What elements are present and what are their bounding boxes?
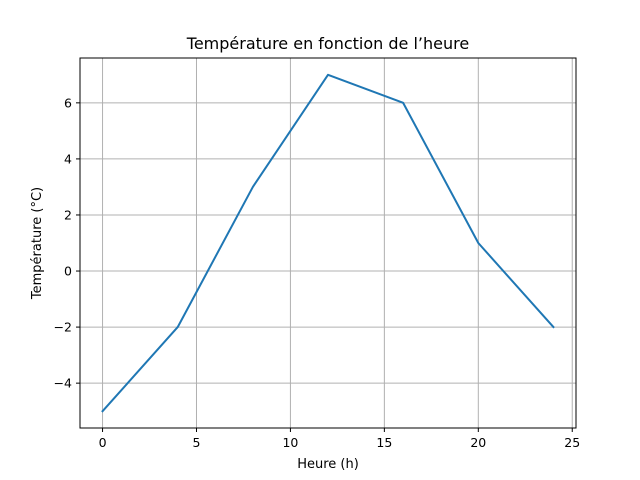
- y-axis-label: Température (°C): [30, 187, 45, 300]
- series-line-0: [101, 73, 555, 413]
- x-tick-label: 10: [282, 435, 298, 450]
- x-tick-label: 20: [470, 435, 486, 450]
- y-tick-label: −2: [54, 320, 72, 335]
- y-tick-label: 4: [64, 151, 72, 166]
- chart-title: Température en fonction de l’heure: [186, 34, 469, 53]
- y-tick-label: 0: [64, 264, 72, 279]
- y-tick-label: −4: [54, 376, 72, 391]
- x-axis-label: Heure (h): [297, 457, 359, 472]
- series-lines: [101, 73, 555, 413]
- x-tick-label: 0: [99, 435, 107, 450]
- x-tick-label: 15: [376, 435, 392, 450]
- x-tick-label: 25: [564, 435, 580, 450]
- y-tick-label: 2: [64, 207, 72, 222]
- plot-frame: [79, 57, 577, 429]
- axis-ticks: 0 5 10 15 20 25 −4 −2 0 2 4 6: [54, 95, 581, 450]
- x-tick-label: 5: [193, 435, 201, 450]
- y-tick-label: 6: [64, 95, 72, 110]
